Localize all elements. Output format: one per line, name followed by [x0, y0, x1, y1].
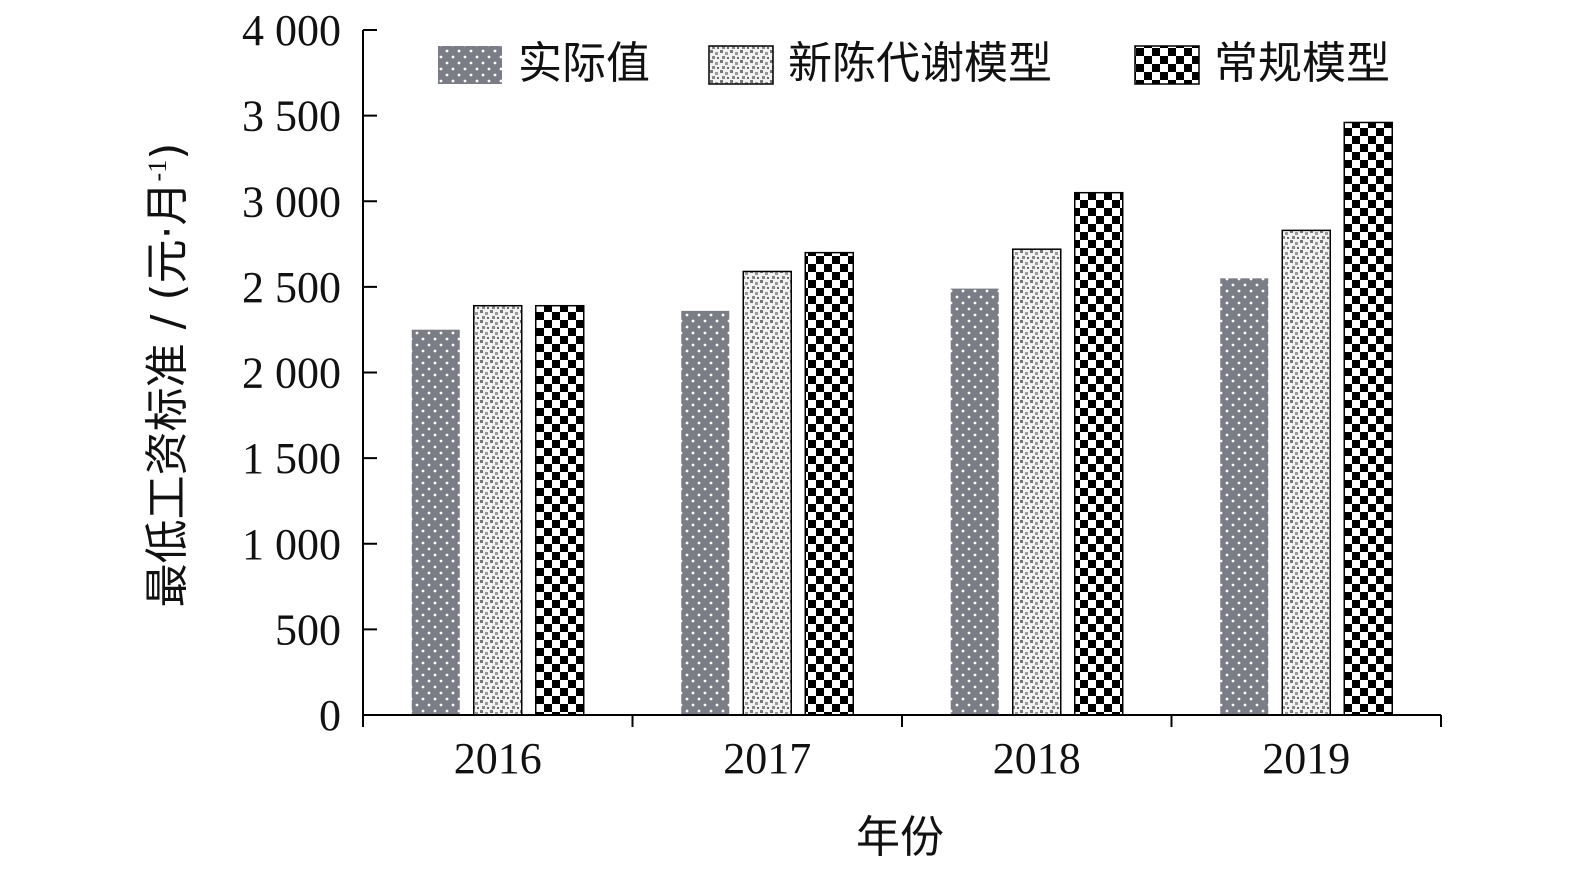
y-tick-label: 2 000 [242, 349, 341, 398]
x-tick-label: 2018 [993, 734, 1081, 783]
bar-1-2018 [950, 288, 999, 715]
bar-3-2017 [804, 251, 854, 716]
bar-3-2019 [1343, 121, 1393, 716]
y-tick-label: 1 000 [242, 520, 341, 569]
bar-1-2019 [1220, 278, 1269, 715]
legend-swatch-2 [708, 45, 774, 85]
x-axis-title: 年份 [856, 812, 944, 863]
x-tick-label: 2019 [1262, 734, 1350, 783]
x-tick-label: 2017 [723, 734, 811, 783]
bar-1-2017 [681, 310, 730, 715]
bar-2-2019 [1281, 229, 1331, 716]
bar-1-2016 [411, 329, 460, 715]
x-axis-ticks: 2016 2017 2018 2019 [362, 715, 1442, 783]
bar-3-2018 [1074, 191, 1124, 716]
y-axis-ticks: 0 500 1 000 1 500 2 000 2 500 3 000 3 500 4 000 [242, 6, 377, 740]
bar-3-2016 [535, 304, 585, 716]
bars-group [411, 121, 1393, 716]
y-tick-label: 2 500 [242, 263, 341, 312]
bar-2-2017 [742, 270, 792, 716]
x-tick-label: 2016 [454, 734, 542, 783]
y-tick-label: 3 000 [242, 177, 341, 226]
legend-swatch-1 [438, 46, 502, 84]
y-axis-title-close: ) [142, 143, 193, 160]
y-tick-label: 500 [275, 605, 341, 654]
bar-2-2016 [473, 304, 523, 716]
legend-label-2: 新陈代谢模型 [788, 38, 1052, 89]
y-tick-label: 1 500 [242, 434, 341, 483]
y-tick-label: 3 500 [242, 92, 341, 141]
legend-swatch-3 [1134, 45, 1200, 85]
legend: 实际值 新陈代谢模型 常规模型 [438, 38, 1390, 89]
legend-label-3: 常规模型 [1214, 38, 1390, 89]
y-tick-label: 4 000 [242, 6, 341, 55]
y-axis-title-superscript: -1 [143, 160, 172, 182]
y-axis-title-main: 最低工资标准 / (元·月 [142, 181, 193, 607]
legend-label-1: 实际值 [518, 38, 650, 89]
y-axis-title: 最低工资标准 / (元·月-1) [142, 143, 193, 608]
y-tick-label: 0 [319, 691, 341, 740]
bar-2-2018 [1012, 248, 1062, 716]
